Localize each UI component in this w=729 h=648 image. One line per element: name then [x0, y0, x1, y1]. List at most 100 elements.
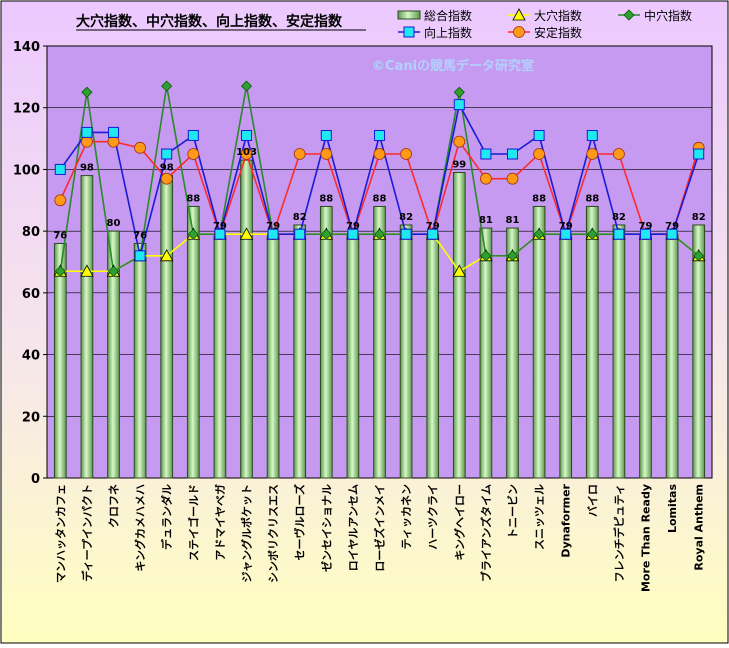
x-tick-label: キングカメハメハ [133, 484, 147, 572]
series-point [160, 248, 174, 262]
y-tick-label: 60 [22, 287, 40, 302]
bar [186, 205, 200, 479]
series-point [480, 148, 492, 160]
bar-data-label: 98 [160, 163, 174, 174]
bar-data-label: 88 [585, 193, 599, 204]
series-point [374, 129, 385, 141]
legend-label: 安定指数 [534, 25, 582, 40]
x-tick-label: ローゼズインメイ [373, 484, 387, 572]
bar-data-label: 98 [80, 163, 94, 174]
series-point [347, 228, 359, 240]
x-tick-label: ハーツクライ [427, 484, 440, 550]
bar-data-label: 79 [266, 221, 280, 232]
series-point [560, 228, 572, 240]
series-point [373, 148, 386, 160]
series-point [400, 228, 412, 240]
bar [532, 205, 546, 479]
bar [612, 224, 626, 479]
series-point [54, 163, 66, 175]
y-tick-label: 0 [31, 472, 40, 487]
bar-data-label: 81 [506, 215, 520, 226]
x-tick-label: Dynaformer [560, 483, 573, 557]
legend-marker [403, 26, 415, 38]
legend-swatch [397, 10, 421, 20]
chart-title: 大穴指数、中穴指数、向上指数、安定指数 [76, 13, 343, 30]
x-tick-label: スニッツェル [533, 484, 546, 550]
series-point [240, 148, 253, 160]
series-point [187, 129, 199, 141]
bar-data-label: 88 [373, 193, 387, 204]
series-point [81, 86, 93, 98]
series-point [507, 148, 518, 160]
legend-label: 総合指数 [424, 8, 472, 23]
bar-data-labels: 76 98 80 76 98 88 79 103 79 82 88 79 88 82 79 99 81 81 88 7… [53, 147, 705, 241]
bar-data-label: 88 [532, 193, 546, 204]
x-tick-label: ディープインパクト [80, 484, 94, 582]
series-point [134, 141, 147, 154]
series-point [134, 250, 146, 262]
y-tick-label: 140 [13, 40, 40, 55]
bar [293, 224, 307, 479]
bar [346, 233, 360, 479]
x-tick-label: デュランダル [160, 484, 174, 550]
legend-label: 大穴指数 [534, 8, 582, 23]
series-point [294, 228, 306, 240]
series-point [693, 250, 705, 262]
series-point [453, 86, 465, 98]
x-tick-label: Royal Anthem [693, 484, 706, 571]
x-axis: マンハッタンカフェ ディープインパクト クロフネ キングカメハメハ デュランダル ステイゴ… [54, 483, 705, 592]
x-tick-label: クロフネ [108, 484, 121, 528]
bar-data-label: 103 [236, 147, 257, 158]
bar [133, 242, 147, 479]
series-point [240, 80, 253, 92]
series-point [214, 228, 226, 240]
series-point [267, 228, 279, 240]
series-point [586, 228, 598, 240]
series-point [586, 129, 598, 141]
bar-data-label: 82 [692, 212, 706, 223]
series-point [400, 148, 413, 160]
x-tick-label: ティッカネン [400, 484, 413, 549]
series-point [54, 194, 67, 207]
series-point [241, 129, 252, 141]
bar [665, 233, 679, 479]
bar-data-label: 76 [53, 230, 67, 241]
series-point [54, 265, 66, 277]
bar [266, 233, 280, 479]
bar-data-label: 79 [213, 221, 227, 232]
bar [585, 205, 599, 479]
y-tick-label: 80 [22, 225, 40, 240]
bar [107, 230, 120, 479]
series-point [239, 227, 254, 240]
x-tick-label: アドマイヤベガ [213, 484, 227, 561]
y-tick-label: 20 [22, 410, 40, 425]
bar [160, 175, 174, 479]
legend-marker [512, 8, 526, 21]
series-point [533, 148, 545, 160]
x-tick-label: ジャングルポケット [240, 484, 254, 582]
bar-data-label: 79 [346, 221, 360, 232]
bar [399, 224, 413, 479]
series-point [613, 148, 625, 160]
series-point [161, 148, 173, 160]
series-point [187, 148, 200, 160]
series-point [108, 126, 119, 138]
series-point [80, 264, 94, 277]
series-point [81, 126, 93, 138]
x-tick-label: シンボリクリスエス [266, 484, 280, 583]
x-tick-label: トニービン [506, 484, 520, 539]
series-point [427, 228, 439, 240]
bar-data-label: 79 [559, 221, 573, 232]
watermark: ©Caniの競馬データ研究室 [372, 58, 534, 74]
series-point [666, 228, 678, 240]
bar-series [53, 159, 706, 479]
series-point [533, 129, 545, 141]
y-axis: 0 20 40 60 80 100 120 140 [13, 40, 47, 487]
bar [213, 233, 227, 479]
bar [80, 175, 94, 479]
series-point [506, 250, 519, 262]
bar-data-label: 88 [319, 193, 333, 204]
x-tick-label: ステイゴールド [186, 484, 200, 561]
series-point [453, 135, 466, 148]
